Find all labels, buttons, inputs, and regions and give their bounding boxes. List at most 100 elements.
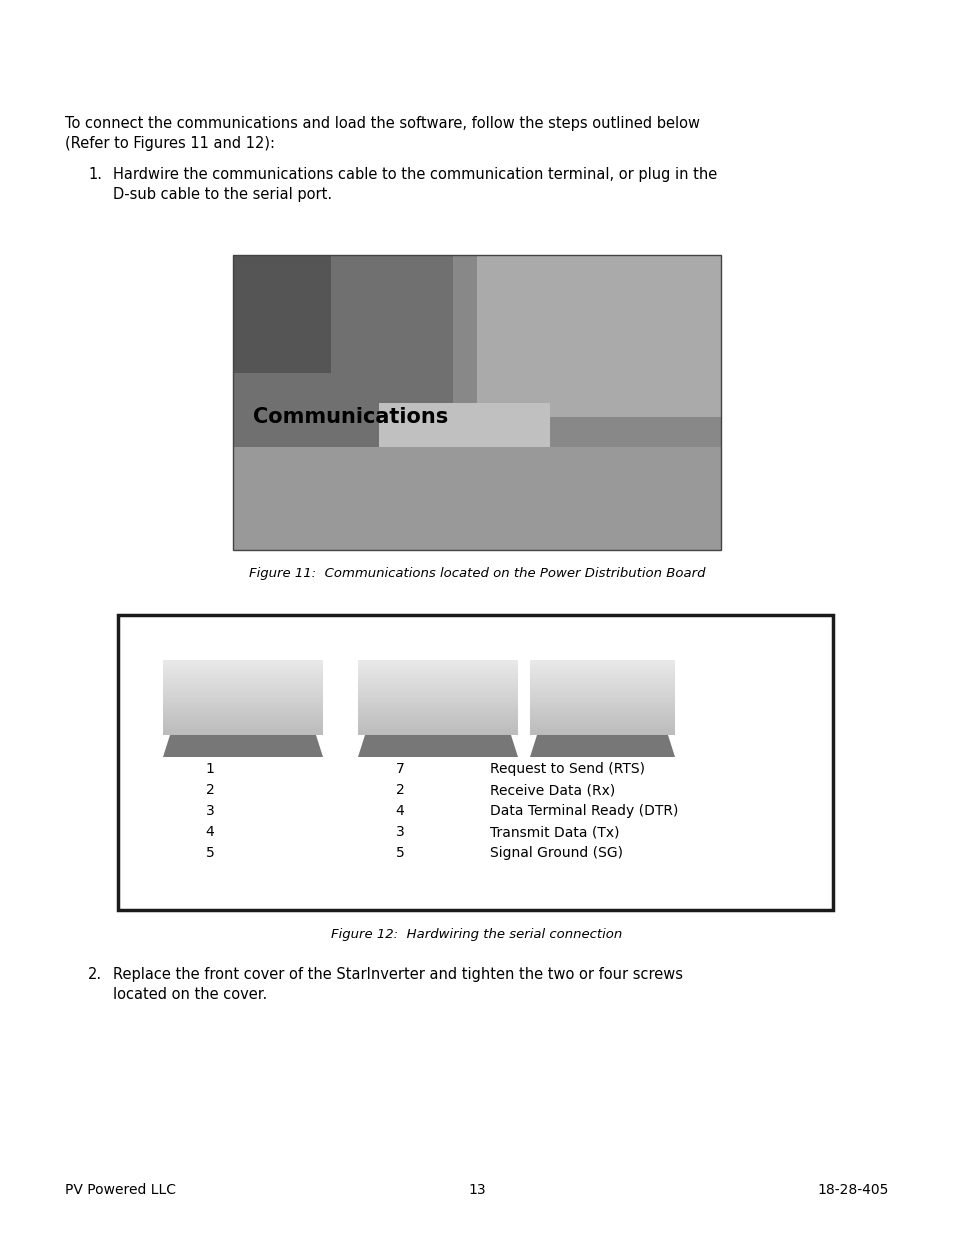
Bar [163,678,323,680]
Bar [357,690,517,693]
Bar [530,700,675,703]
Text: 7: 7 [395,762,404,776]
Text: Communications: Communications [253,408,448,427]
Text: located on the cover.: located on the cover. [112,987,267,1002]
Bar [357,683,517,685]
Bar [530,730,675,732]
Polygon shape [530,735,675,757]
Bar [163,700,323,703]
Bar [163,713,323,715]
Bar [357,725,517,727]
Bar [530,659,675,662]
Bar [163,708,323,710]
Bar [357,688,517,690]
Text: PV Powered LLC: PV Powered LLC [65,1183,175,1197]
Bar [163,659,323,662]
Bar [530,680,675,683]
Bar [163,705,323,708]
Text: 2: 2 [206,783,214,797]
Bar [163,715,323,718]
Bar [163,680,323,683]
Bar [530,676,675,678]
Bar [357,662,517,664]
Bar [357,678,517,680]
Bar [530,725,675,727]
Text: Hardwire the communications cable to the communication terminal, or plug in the: Hardwire the communications cable to the… [112,167,717,182]
Bar [476,254,720,417]
Text: Figure 12:  Hardwiring the serial connection: Figure 12: Hardwiring the serial connect… [331,927,622,941]
Bar [233,254,720,550]
Bar [530,664,675,667]
Bar [530,722,675,725]
Bar [163,676,323,678]
Bar [530,667,675,671]
Bar [163,693,323,695]
Text: Signal Ground (SG): Signal Ground (SG) [490,846,622,860]
Bar [357,680,517,683]
Bar [530,698,675,700]
Bar [530,690,675,693]
Bar [357,673,517,676]
Bar [118,615,832,910]
Bar [163,662,323,664]
Bar [530,678,675,680]
Text: 4: 4 [395,804,404,818]
Bar [163,690,323,693]
Bar [530,695,675,698]
Bar [530,685,675,688]
Text: 18-28-405: 18-28-405 [817,1183,888,1197]
Bar [357,676,517,678]
Bar [357,715,517,718]
Bar [357,659,517,662]
Bar [357,705,517,708]
Text: (Refer to Figures 11 and 12):: (Refer to Figures 11 and 12): [65,136,274,151]
Bar [379,403,550,550]
Bar [163,673,323,676]
Bar [357,667,517,671]
Bar [357,732,517,735]
Bar [357,698,517,700]
Bar [233,254,452,550]
Polygon shape [357,735,517,757]
Text: 5: 5 [206,846,214,860]
Bar [530,708,675,710]
Text: 2.: 2. [88,967,102,982]
Text: 1.: 1. [88,167,102,182]
Bar [357,727,517,730]
Bar [357,700,517,703]
Bar [357,708,517,710]
Bar [163,718,323,720]
Bar [357,693,517,695]
Bar [530,713,675,715]
Bar [163,664,323,667]
Bar [530,671,675,673]
Bar [357,718,517,720]
Text: D-sub cable to the serial port.: D-sub cable to the serial port. [112,186,332,203]
Text: 3: 3 [395,825,404,839]
Bar [530,718,675,720]
Bar [163,732,323,735]
Text: To connect the communications and load the software, follow the steps outlined b: To connect the communications and load t… [65,116,700,131]
Bar [163,667,323,671]
Bar [233,254,720,550]
Bar [530,715,675,718]
Text: Transmit Data (Tx): Transmit Data (Tx) [490,825,618,839]
Polygon shape [163,735,323,757]
Bar [530,732,675,735]
Bar [163,683,323,685]
Bar [530,703,675,705]
Bar [357,671,517,673]
Bar [163,695,323,698]
Bar [530,705,675,708]
Bar [357,730,517,732]
Bar [530,683,675,685]
Bar [163,722,323,725]
Bar [163,703,323,705]
Text: 4: 4 [206,825,214,839]
Bar [163,688,323,690]
Bar [233,254,331,373]
Bar [163,725,323,727]
Bar [357,710,517,713]
Bar [163,671,323,673]
Bar [357,720,517,722]
